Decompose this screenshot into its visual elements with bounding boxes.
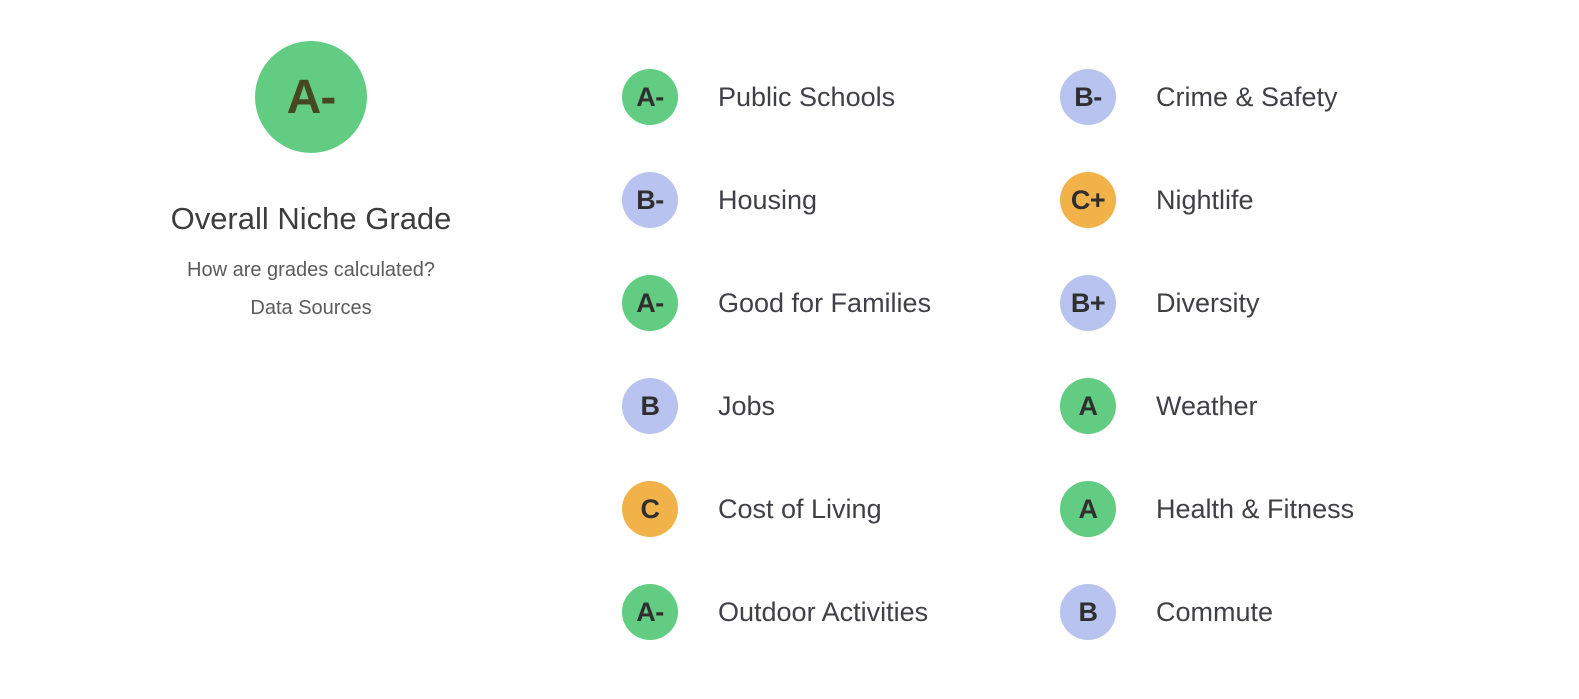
grade-badge: B+: [1060, 275, 1116, 331]
grade-badge: C+: [1060, 172, 1116, 228]
grade-item-public-schools[interactable]: A- Public Schools: [622, 69, 1060, 125]
grades-column-left: A- Public Schools B- Housing A- Good for…: [622, 69, 1060, 699]
grade-item-weather[interactable]: A Weather: [1060, 378, 1498, 434]
grade-item-outdoor-activities[interactable]: A- Outdoor Activities: [622, 584, 1060, 640]
grade-label: Weather: [1156, 390, 1258, 421]
grade-label: Jobs: [718, 390, 776, 421]
grades-column-right: B- Crime & Safety C+ Nightlife B+ Divers…: [1060, 69, 1498, 699]
grade-label: Cost of Living: [718, 493, 882, 524]
grade-item-commute[interactable]: B Commute: [1060, 584, 1498, 640]
grade-item-good-for-families[interactable]: A- Good for Families: [622, 275, 1060, 331]
grade-label: Crime & Safety: [1156, 81, 1338, 112]
grade-badge: A: [1060, 481, 1116, 537]
overall-grade-title: Overall Niche Grade: [170, 201, 452, 236]
grade-badge: B-: [622, 172, 678, 228]
category-grades-grid: A- Public Schools B- Housing A- Good for…: [622, 0, 1498, 699]
grade-item-jobs[interactable]: B Jobs: [622, 378, 1060, 434]
grade-item-cost-of-living[interactable]: C Cost of Living: [622, 481, 1060, 537]
grade-label: Commute: [1156, 596, 1274, 627]
grade-badge: A-: [622, 584, 678, 640]
grade-label: Outdoor Activities: [718, 596, 929, 627]
grade-label: Public Schools: [718, 81, 896, 112]
grade-label: Housing: [718, 184, 818, 215]
grade-badge: B-: [1060, 69, 1116, 125]
grade-item-nightlife[interactable]: C+ Nightlife: [1060, 172, 1498, 228]
grade-badge: B: [1060, 584, 1116, 640]
how-grades-calculated-link[interactable]: How are grades calculated?: [187, 259, 435, 281]
data-sources-link[interactable]: Data Sources: [250, 297, 372, 319]
grade-badge: C: [622, 481, 678, 537]
grade-item-health-fitness[interactable]: A Health & Fitness: [1060, 481, 1498, 537]
grade-label: Diversity: [1156, 287, 1260, 318]
grade-badge: A-: [622, 275, 678, 331]
grade-item-diversity[interactable]: B+ Diversity: [1060, 275, 1498, 331]
grade-label: Good for Families: [718, 287, 932, 318]
grade-badge: A-: [622, 69, 678, 125]
grade-label: Nightlife: [1156, 184, 1254, 215]
grade-item-crime-safety[interactable]: B- Crime & Safety: [1060, 69, 1498, 125]
grade-label: Health & Fitness: [1156, 493, 1355, 524]
grade-badge: B: [622, 378, 678, 434]
overall-grade-badge: A-: [255, 41, 367, 153]
grade-badge: A: [1060, 378, 1116, 434]
overall-grade-section: A- Overall Niche Grade How are grades ca…: [0, 0, 622, 699]
grade-item-housing[interactable]: B- Housing: [622, 172, 1060, 228]
